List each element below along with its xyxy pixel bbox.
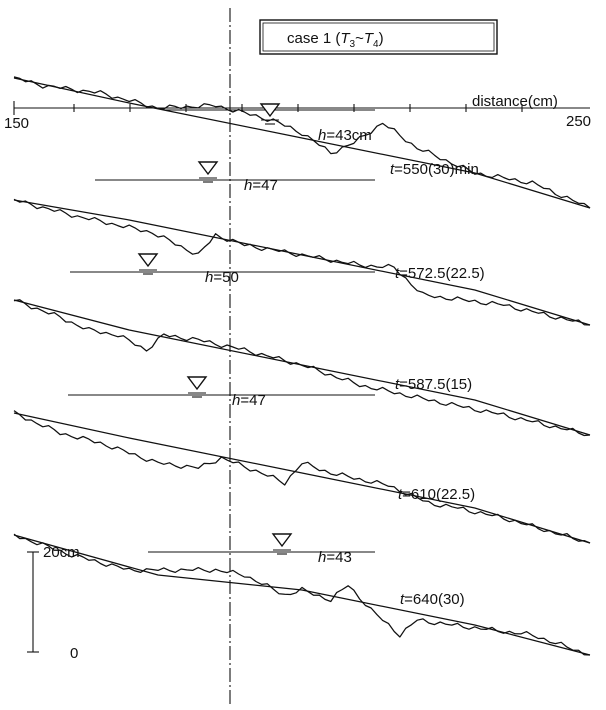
profile-panel: h=50 t=587.5(15)	[14, 254, 590, 436]
water-level-symbol	[273, 534, 291, 554]
depth-label: h=43cm	[318, 127, 372, 144]
water-level-symbol	[199, 162, 217, 182]
x-axis: distance(cm) 150 250	[4, 93, 591, 132]
depth-label: h=43	[318, 549, 352, 566]
x-tick-label-250: 250	[566, 113, 591, 130]
time-label: t=587.5(15)	[395, 376, 472, 393]
time-label: t=572.5(22.5)	[395, 265, 485, 282]
scale-bar-bottom-label: 0	[70, 645, 78, 662]
x-tick-label-150: 150	[4, 115, 29, 132]
initial-bed-line	[14, 413, 590, 543]
profile-panels: h=43cm t=550(30)min h=47 t=572.5(22.5) h=50 t…	[14, 77, 590, 655]
water-level-symbol	[188, 377, 206, 397]
measured-bed-line	[14, 199, 590, 325]
scale-bar-top-label: 20cm	[43, 544, 80, 561]
depth-label: h=50	[205, 269, 239, 286]
time-label: t=550(30)min	[390, 161, 479, 178]
depth-label: h=47	[232, 392, 266, 409]
measured-bed-line	[14, 300, 590, 436]
x-axis-label: distance(cm)	[472, 93, 558, 110]
scale-bar: 20cm 0	[27, 544, 80, 662]
initial-bed-line	[14, 200, 590, 325]
profile-panel: h=47 t=610(22.5)	[14, 377, 590, 543]
profile-panel: h=43 t=640(30)	[14, 534, 590, 655]
time-label: t=610(22.5)	[398, 486, 475, 503]
initial-bed-line	[14, 300, 590, 435]
profile-panel: h=47 t=572.5(22.5)	[14, 162, 590, 325]
measured-bed-line	[14, 411, 590, 543]
depth-label: h=47	[244, 177, 278, 194]
initial-bed-line	[14, 535, 590, 655]
time-label: t=640(30)	[400, 591, 465, 608]
legend-box: case 1 (T3~T4)	[260, 20, 497, 54]
water-level-symbol	[139, 254, 157, 274]
